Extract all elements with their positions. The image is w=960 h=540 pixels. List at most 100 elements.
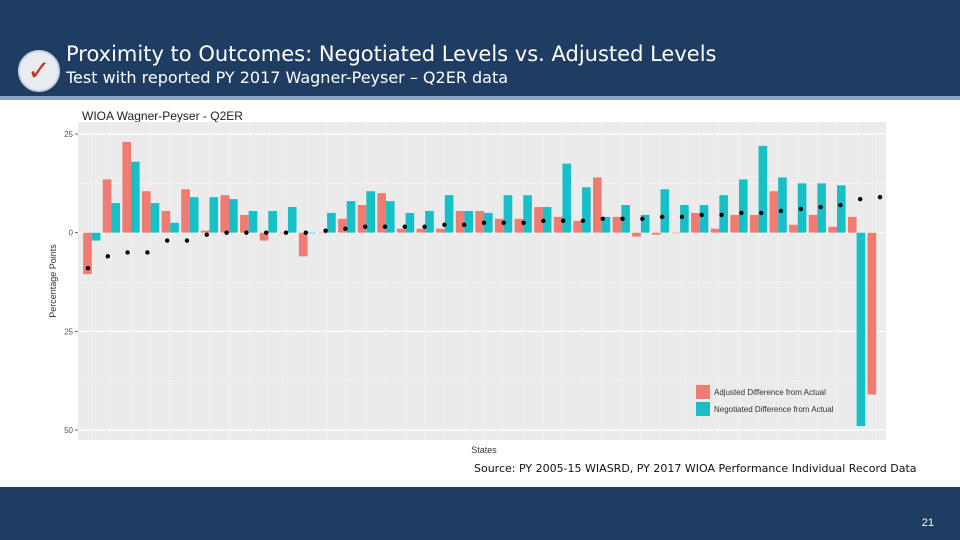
negotiated-bar	[405, 212, 415, 233]
negotiated-bar	[248, 210, 258, 233]
adjusted-bar	[122, 141, 132, 233]
adjusted-bar	[377, 193, 386, 233]
adjusted-bar	[612, 216, 622, 233]
adjusted-bar	[828, 226, 837, 233]
adjusted-bar	[338, 218, 347, 233]
data-point	[501, 220, 506, 225]
negotiated-bar	[170, 222, 179, 233]
x-axis-label: States	[471, 445, 497, 455]
negotiated-bar	[621, 205, 630, 233]
adjusted-bar	[279, 232, 288, 234]
adjusted-bar	[534, 207, 543, 233]
data-point	[184, 238, 190, 243]
data-point	[264, 230, 269, 235]
data-point	[679, 214, 685, 220]
negotiated-bar	[778, 177, 787, 233]
data-point	[699, 212, 704, 218]
negotiated-bar	[562, 163, 572, 233]
data-point	[323, 228, 328, 233]
negotiated-bar	[307, 232, 317, 234]
data-point	[838, 202, 843, 208]
negotiated-bar	[640, 214, 650, 233]
negotiated-bar	[229, 199, 238, 233]
data-point	[481, 220, 487, 225]
negotiated-bar	[425, 210, 434, 233]
negotiated-bar	[444, 195, 454, 233]
adjusted-bar	[573, 220, 583, 233]
y-tick-label: 25	[64, 327, 73, 336]
adjusted-bar	[847, 216, 857, 233]
adjusted-bar	[730, 214, 739, 233]
negotiated-bar	[268, 210, 277, 233]
negotiated-bar	[484, 212, 493, 233]
data-point	[541, 218, 546, 224]
adjusted-bar	[769, 191, 779, 233]
data-point	[422, 224, 427, 229]
adjusted-bar	[749, 214, 759, 233]
data-point	[600, 216, 605, 222]
adjusted-bar	[396, 228, 406, 233]
adjusted-bar	[259, 232, 269, 241]
negotiated-bar	[131, 161, 140, 233]
adjusted-bar	[357, 205, 367, 233]
negotiated-bar	[111, 203, 121, 233]
adjusted-bar	[455, 210, 465, 233]
data-point	[283, 230, 289, 235]
adjusted-bar	[83, 232, 92, 275]
legend-swatch	[696, 385, 710, 399]
data-point	[818, 204, 823, 210]
slide-header	[0, 0, 960, 96]
data-point	[363, 224, 368, 229]
adjusted-bar	[220, 195, 230, 233]
data-point	[125, 250, 130, 255]
data-point	[343, 226, 348, 231]
adjusted-bar	[102, 179, 112, 233]
adjusted-bar	[475, 210, 484, 233]
adjusted-bar	[553, 216, 563, 233]
legend-swatch	[696, 402, 710, 416]
data-point	[303, 230, 308, 235]
negotiated-bar	[738, 179, 748, 233]
header-rule	[0, 96, 960, 100]
data-point	[521, 220, 526, 225]
negotiated-bar	[150, 203, 160, 233]
negotiated-bar	[209, 197, 219, 233]
plot-panel	[78, 122, 886, 440]
negotiated-bar	[542, 207, 552, 233]
negotiated-bar	[385, 201, 395, 233]
adjusted-bar	[593, 177, 602, 233]
negotiated-bar	[91, 232, 101, 241]
source-note: Source: PY 2005-15 WIASRD, PY 2017 WIOA …	[474, 462, 917, 475]
data-point	[640, 216, 645, 222]
negotiated-bar	[836, 185, 846, 233]
bar-chart: 25 0 25 50 Percentage Points States Adjusted D…	[48, 122, 886, 455]
adjusted-bar	[808, 214, 818, 233]
adjusted-bar	[494, 218, 504, 233]
data-point	[719, 212, 724, 218]
negotiated-bar	[719, 195, 728, 233]
slide-footer	[0, 487, 960, 540]
adjusted-bar	[181, 189, 190, 233]
data-point	[620, 216, 625, 222]
adjusted-bar	[710, 228, 720, 233]
negotiated-bar	[699, 205, 709, 233]
adjusted-bar	[161, 210, 171, 233]
negotiated-bar	[189, 197, 199, 233]
negotiated-bar	[346, 201, 356, 233]
data-point	[224, 230, 229, 235]
adjusted-bar	[671, 232, 681, 234]
adjusted-bar	[867, 232, 877, 395]
adjusted-bar	[240, 214, 249, 233]
data-point	[858, 196, 863, 202]
data-point	[85, 265, 91, 271]
negotiated-bar	[503, 195, 513, 233]
y-tick-label: 25	[64, 130, 73, 139]
negotiated-bar	[523, 195, 532, 233]
negotiated-bar	[758, 145, 768, 233]
data-point	[778, 208, 784, 214]
negotiated-bar	[660, 189, 670, 233]
data-point	[244, 230, 249, 235]
negotiated-bar	[327, 212, 336, 233]
slide-title: Proximity to Outcomes: Negotiated Levels…	[66, 42, 717, 66]
adjusted-bar	[632, 232, 641, 237]
